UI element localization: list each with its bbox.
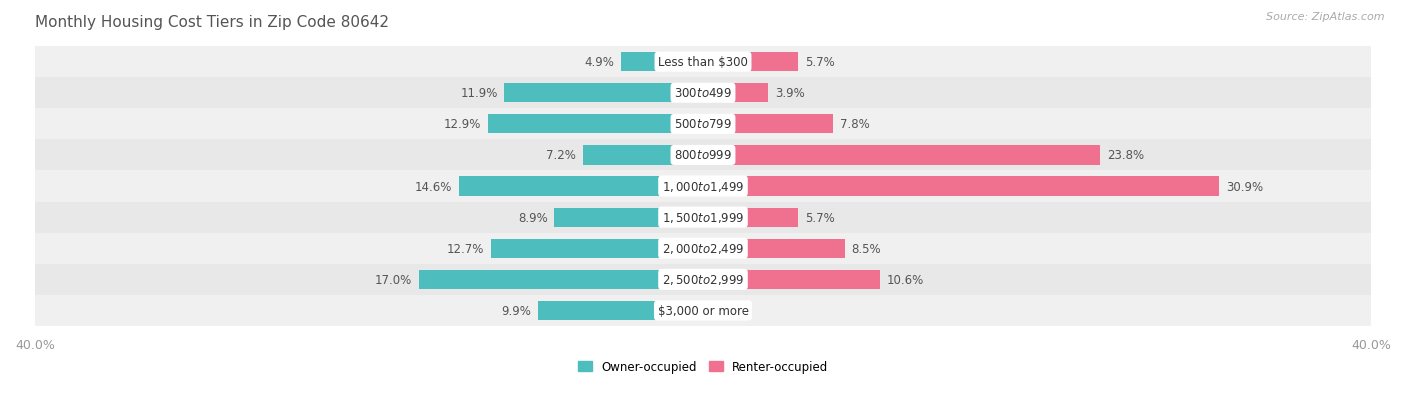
Text: 7.8%: 7.8% (839, 118, 870, 131)
Text: 8.9%: 8.9% (517, 211, 548, 224)
Text: 9.9%: 9.9% (501, 304, 531, 317)
Bar (703, 84, 768, 103)
Bar (35, 295, 1371, 326)
Text: 23.8%: 23.8% (1107, 149, 1144, 162)
Bar (491, 239, 703, 258)
Text: $1,500 to $1,999: $1,500 to $1,999 (662, 211, 744, 225)
Text: 12.7%: 12.7% (447, 242, 484, 255)
Text: 5.7%: 5.7% (804, 211, 835, 224)
Bar (419, 270, 703, 289)
Text: $500 to $799: $500 to $799 (673, 118, 733, 131)
Bar (621, 53, 703, 72)
Bar (537, 301, 703, 320)
Text: $2,500 to $2,999: $2,500 to $2,999 (662, 273, 744, 287)
Text: $1,000 to $1,499: $1,000 to $1,499 (662, 180, 744, 194)
Text: $2,000 to $2,499: $2,000 to $2,499 (662, 242, 744, 256)
Bar (35, 233, 1371, 264)
Bar (35, 78, 1371, 109)
Text: 4.9%: 4.9% (585, 56, 614, 69)
Bar (554, 208, 703, 227)
Bar (35, 109, 1371, 140)
Text: 30.9%: 30.9% (1226, 180, 1263, 193)
Text: 12.9%: 12.9% (443, 118, 481, 131)
Bar (703, 146, 1101, 165)
Text: 7.2%: 7.2% (546, 149, 576, 162)
Bar (35, 202, 1371, 233)
Bar (703, 53, 799, 72)
Bar (35, 171, 1371, 202)
Text: 3.9%: 3.9% (775, 87, 804, 100)
Text: 17.0%: 17.0% (375, 273, 412, 286)
Bar (35, 264, 1371, 295)
Bar (582, 146, 703, 165)
Text: Less than $300: Less than $300 (658, 56, 748, 69)
Text: $3,000 or more: $3,000 or more (658, 304, 748, 317)
Legend: Owner-occupied, Renter-occupied: Owner-occupied, Renter-occupied (578, 360, 828, 373)
Bar (703, 270, 880, 289)
Bar (488, 115, 703, 134)
Text: 10.6%: 10.6% (887, 273, 924, 286)
Text: $300 to $499: $300 to $499 (673, 87, 733, 100)
Text: Source: ZipAtlas.com: Source: ZipAtlas.com (1267, 12, 1385, 22)
Text: Monthly Housing Cost Tiers in Zip Code 80642: Monthly Housing Cost Tiers in Zip Code 8… (35, 15, 389, 30)
Text: 5.7%: 5.7% (804, 56, 835, 69)
Text: 14.6%: 14.6% (415, 180, 453, 193)
Bar (703, 208, 799, 227)
Text: 0.0%: 0.0% (710, 304, 740, 317)
Bar (35, 140, 1371, 171)
Text: 8.5%: 8.5% (852, 242, 882, 255)
Bar (703, 115, 834, 134)
Bar (505, 84, 703, 103)
Bar (460, 177, 703, 196)
Text: 11.9%: 11.9% (460, 87, 498, 100)
Bar (703, 177, 1219, 196)
Bar (703, 239, 845, 258)
Bar (35, 47, 1371, 78)
Text: $800 to $999: $800 to $999 (673, 149, 733, 162)
